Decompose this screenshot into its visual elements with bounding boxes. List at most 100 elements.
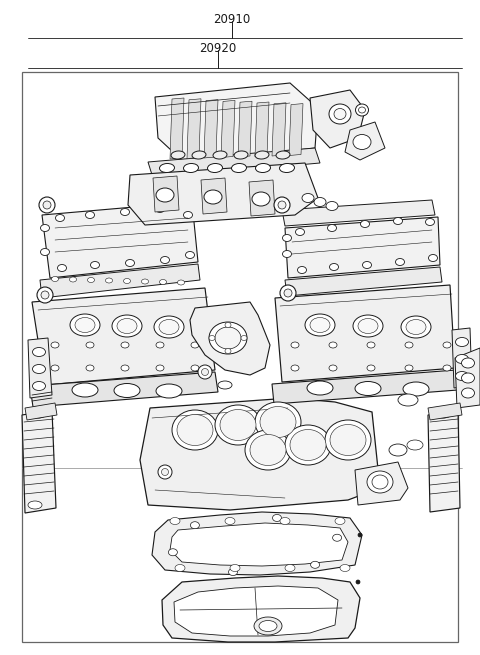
Ellipse shape: [372, 475, 388, 489]
Ellipse shape: [443, 365, 451, 371]
Circle shape: [202, 369, 208, 375]
Polygon shape: [187, 99, 201, 159]
Polygon shape: [32, 288, 215, 385]
Ellipse shape: [91, 261, 99, 269]
Ellipse shape: [329, 342, 337, 348]
Ellipse shape: [311, 561, 320, 569]
Ellipse shape: [185, 252, 194, 259]
Polygon shape: [282, 200, 435, 226]
Ellipse shape: [86, 342, 94, 348]
Ellipse shape: [360, 221, 370, 227]
Ellipse shape: [434, 408, 452, 418]
Ellipse shape: [403, 382, 429, 396]
Ellipse shape: [120, 208, 130, 215]
Ellipse shape: [156, 206, 165, 212]
Ellipse shape: [51, 342, 59, 348]
Ellipse shape: [207, 164, 223, 172]
Ellipse shape: [168, 549, 178, 555]
Polygon shape: [355, 462, 408, 505]
Ellipse shape: [443, 342, 451, 348]
Bar: [22, 72, 458, 642]
Ellipse shape: [121, 365, 129, 371]
Ellipse shape: [40, 248, 49, 255]
Polygon shape: [152, 512, 362, 575]
Ellipse shape: [367, 342, 375, 348]
Polygon shape: [128, 163, 318, 225]
Circle shape: [37, 287, 53, 303]
Ellipse shape: [255, 151, 269, 159]
Ellipse shape: [367, 365, 375, 371]
Ellipse shape: [330, 424, 366, 455]
Ellipse shape: [175, 565, 185, 572]
Ellipse shape: [353, 134, 371, 149]
Ellipse shape: [171, 151, 185, 159]
Ellipse shape: [228, 569, 238, 576]
Ellipse shape: [241, 335, 247, 341]
Ellipse shape: [159, 320, 179, 335]
Ellipse shape: [183, 212, 192, 219]
Ellipse shape: [298, 267, 307, 274]
Text: 20910: 20910: [214, 13, 251, 26]
Polygon shape: [272, 370, 458, 404]
Ellipse shape: [280, 517, 290, 525]
Ellipse shape: [121, 342, 129, 348]
Ellipse shape: [209, 322, 247, 354]
Ellipse shape: [401, 316, 431, 338]
Polygon shape: [272, 103, 286, 156]
Ellipse shape: [33, 348, 46, 356]
Polygon shape: [428, 410, 460, 512]
Polygon shape: [190, 302, 270, 375]
Circle shape: [158, 465, 172, 479]
Ellipse shape: [58, 265, 67, 272]
Ellipse shape: [327, 225, 336, 231]
Polygon shape: [285, 217, 440, 278]
Ellipse shape: [156, 342, 164, 348]
Polygon shape: [452, 328, 472, 388]
Ellipse shape: [252, 192, 270, 206]
Ellipse shape: [407, 440, 423, 450]
Ellipse shape: [51, 276, 59, 282]
Ellipse shape: [225, 322, 231, 328]
Ellipse shape: [285, 565, 295, 572]
Ellipse shape: [333, 534, 342, 541]
Ellipse shape: [359, 107, 365, 113]
Ellipse shape: [220, 409, 256, 441]
Ellipse shape: [358, 533, 362, 537]
Ellipse shape: [225, 517, 235, 525]
Ellipse shape: [389, 444, 407, 456]
Circle shape: [284, 289, 292, 297]
Ellipse shape: [183, 164, 199, 172]
Ellipse shape: [123, 278, 131, 284]
Circle shape: [39, 197, 55, 213]
Ellipse shape: [86, 365, 94, 371]
Ellipse shape: [33, 381, 46, 390]
Ellipse shape: [28, 501, 42, 509]
Ellipse shape: [250, 434, 286, 466]
Ellipse shape: [160, 257, 169, 263]
Ellipse shape: [255, 164, 271, 172]
Ellipse shape: [106, 278, 112, 283]
Ellipse shape: [398, 394, 418, 406]
Ellipse shape: [456, 371, 468, 381]
Ellipse shape: [29, 408, 47, 418]
Ellipse shape: [114, 383, 140, 398]
Ellipse shape: [429, 255, 437, 261]
Polygon shape: [148, 148, 320, 178]
Ellipse shape: [396, 259, 405, 265]
Polygon shape: [428, 403, 462, 420]
Polygon shape: [153, 176, 179, 212]
Text: 20920: 20920: [199, 42, 237, 55]
Circle shape: [278, 201, 286, 209]
Ellipse shape: [191, 521, 199, 529]
Ellipse shape: [356, 104, 369, 116]
Ellipse shape: [291, 365, 299, 371]
Ellipse shape: [142, 279, 148, 284]
Circle shape: [274, 197, 290, 213]
Polygon shape: [345, 122, 385, 160]
Ellipse shape: [159, 280, 167, 284]
Ellipse shape: [191, 342, 199, 348]
Ellipse shape: [117, 318, 137, 333]
Ellipse shape: [461, 388, 475, 398]
Polygon shape: [28, 338, 52, 398]
Ellipse shape: [326, 202, 338, 210]
